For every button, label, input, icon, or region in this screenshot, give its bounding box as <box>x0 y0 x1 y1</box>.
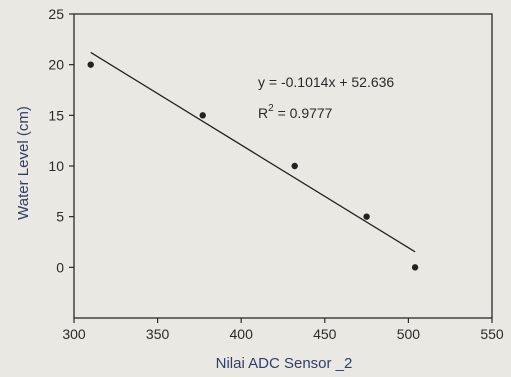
r-squared-annotation: R2 = 0.9777 <box>258 103 333 121</box>
y-axis: 0 5 10 15 20 25 <box>48 6 74 275</box>
data-point <box>363 213 370 220</box>
x-tick-label: 350 <box>146 326 170 342</box>
data-point <box>411 264 419 271</box>
r-squared-superscript: 2 <box>268 103 274 114</box>
r-squared-letter: R <box>258 105 268 121</box>
y-tick-label: 10 <box>48 158 64 174</box>
y-tick-label: 15 <box>48 107 64 123</box>
data-point <box>291 162 298 170</box>
plot-border <box>73 13 493 319</box>
x-axis-title: Nilai ADC Sensor _2 <box>216 355 353 372</box>
x-tick-label: 500 <box>397 326 421 342</box>
y-tick-label: 25 <box>48 6 64 22</box>
equation-annotation: y = -0.1014x + 52.636 <box>258 74 394 90</box>
y-tick-label: 20 <box>48 57 64 73</box>
r-squared-value: = 0.9777 <box>274 105 333 121</box>
x-tick-label: 300 <box>62 326 86 342</box>
y-axis-title: Water Level (cm) <box>15 106 32 220</box>
data-point <box>87 61 94 68</box>
y-tick-label: 0 <box>56 259 64 275</box>
plot-area <box>73 13 493 319</box>
x-tick-label: 550 <box>480 326 504 342</box>
data-point <box>199 112 206 119</box>
x-tick-label: 400 <box>230 326 254 342</box>
trendline <box>90 51 416 253</box>
y-tick-label: 5 <box>56 209 64 225</box>
x-tick-label: 450 <box>313 326 337 342</box>
data-series <box>87 51 419 271</box>
x-axis: 300 350 400 450 500 550 <box>62 318 504 342</box>
